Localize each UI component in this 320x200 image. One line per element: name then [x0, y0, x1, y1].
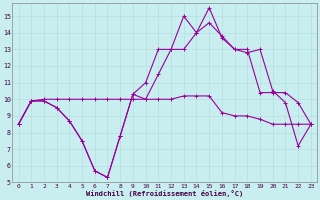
- X-axis label: Windchill (Refroidissement éolien,°C): Windchill (Refroidissement éolien,°C): [86, 190, 243, 197]
